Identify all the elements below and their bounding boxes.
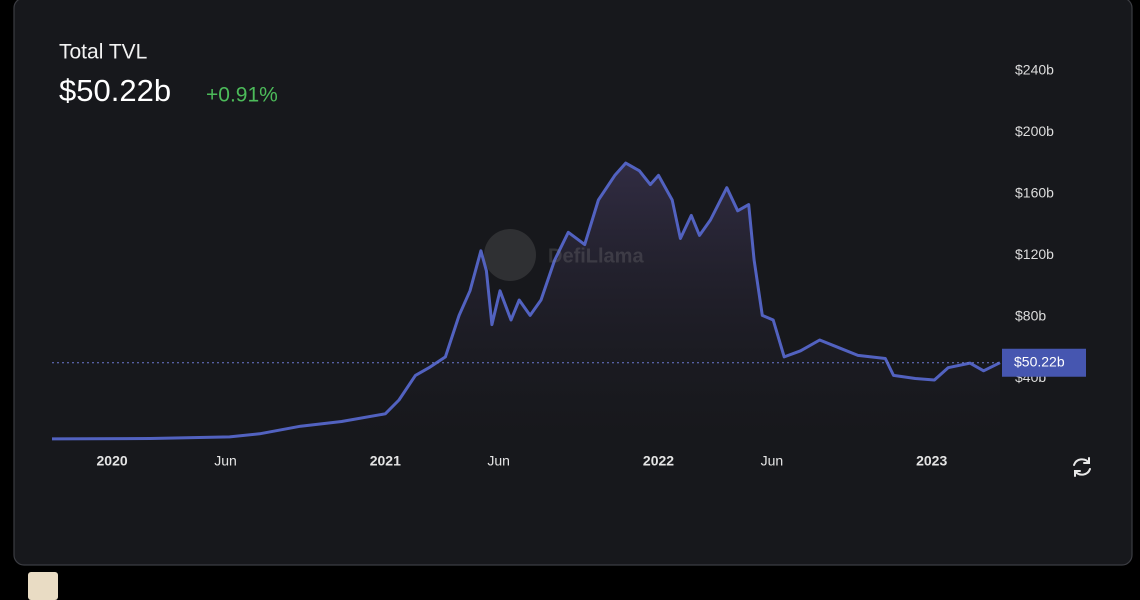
avatar[interactable]	[28, 572, 58, 600]
y-tick-label: $200b	[1015, 123, 1054, 139]
x-tick-label: 2021	[370, 453, 401, 469]
area-fill	[52, 163, 1000, 440]
refresh-arc	[1073, 458, 1090, 466]
watermark-text: DefiLlama	[548, 245, 644, 267]
refresh-arrow	[1083, 457, 1090, 464]
tvl-line	[51, 161, 1001, 441]
x-tick-label: Jun	[214, 453, 237, 469]
refresh-arrow	[1074, 470, 1081, 477]
x-tick-label: Jun	[761, 453, 784, 469]
y-tick-label: $120b	[1015, 246, 1054, 262]
x-tick-label: 2023	[916, 453, 947, 469]
x-tick-label: 2020	[97, 453, 128, 469]
current-badge-label: $50.22b	[1014, 353, 1065, 369]
refresh-button[interactable]	[1073, 457, 1091, 477]
current-value: $50.22b	[59, 73, 171, 108]
change: +0.91%	[206, 84, 278, 107]
x-tick-label: Jun	[487, 453, 510, 469]
watermark-logo	[484, 229, 536, 281]
y-tick-label: $80b	[1015, 308, 1046, 324]
refresh-arc	[1074, 468, 1091, 476]
y-tick-label: $240b	[1015, 61, 1054, 77]
watermark: DefiLlama	[484, 229, 644, 281]
x-tick-label: 2022	[643, 453, 674, 469]
chart-title: Total TVL	[59, 41, 147, 64]
current-badge	[1002, 348, 1086, 377]
y-tick-label: $160b	[1015, 185, 1054, 201]
